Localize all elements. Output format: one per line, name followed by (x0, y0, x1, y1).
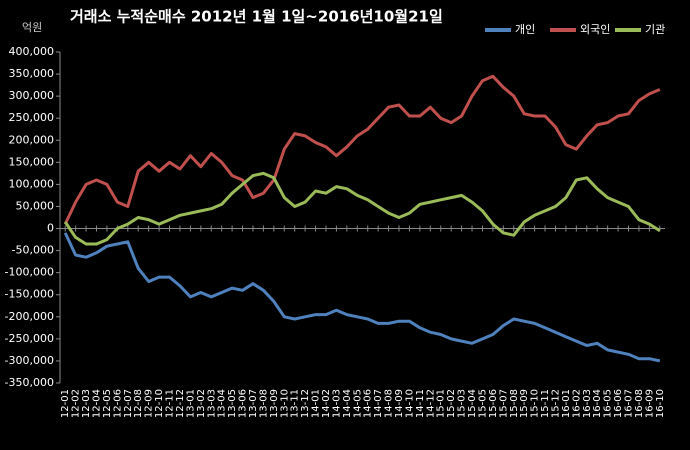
y-tick-label: 100,000 (9, 177, 55, 190)
y-tick-label: -150,000 (5, 288, 54, 301)
y-tick-label: 150,000 (9, 155, 55, 168)
y-tick-label: -250,000 (5, 332, 54, 345)
x-tick-label: 16-01 (561, 389, 572, 418)
x-tick-label: 14-05 (352, 389, 363, 418)
x-tick-label: 12-08 (133, 389, 144, 418)
x-tick-label: 12-06 (112, 389, 123, 418)
y-tick-label: 50,000 (16, 199, 55, 212)
series-line (63, 74, 661, 225)
x-tick-label: 13-10 (279, 389, 290, 418)
chart-title: 거래소 누적순매수 2012년 1월 1일~2016년10월21일 (70, 8, 443, 26)
x-tick-label: 16-09 (644, 389, 655, 418)
legend-label: 개인 (515, 23, 535, 36)
x-tick-label: 13-01 (185, 389, 196, 418)
x-tick-label: 16-07 (623, 389, 634, 418)
x-tick-label: 15-01 (436, 389, 447, 418)
x-tick-label: 16-10 (655, 389, 666, 418)
legend-label: 외국인 (580, 23, 610, 36)
x-tick-label: 15-10 (530, 389, 541, 418)
x-tick-label: 15-12 (550, 389, 561, 418)
x-tick-label: 13-12 (300, 389, 311, 418)
x-tick-label: 12-02 (71, 389, 82, 418)
x-tick-label: 16-08 (634, 389, 645, 418)
x-tick-label: 16-02 (571, 389, 582, 418)
x-tick-label: 12-11 (165, 389, 176, 418)
x-tick-label: 12-04 (92, 389, 103, 418)
x-tick-label: 13-07 (248, 389, 259, 418)
x-tick-label: 13-02 (196, 389, 207, 418)
x-tick-label: 12-07 (123, 389, 134, 418)
x-tick-label: 15-11 (540, 389, 551, 418)
y-tick-label: -200,000 (5, 310, 54, 323)
y-tick-label: -100,000 (5, 266, 54, 279)
x-tick-label: 14-02 (321, 389, 332, 418)
y-tick-label: 200,000 (9, 133, 55, 146)
x-tick-label: 15-03 (457, 389, 468, 418)
x-tick-label: 14-08 (384, 389, 395, 418)
x-tick-label: 12-10 (154, 389, 165, 418)
x-tick-label: 15-07 (498, 389, 509, 418)
x-tick-label: 16-06 (613, 389, 624, 418)
x-tick-label: 13-09 (269, 389, 280, 418)
x-tick-label: 14-10 (404, 389, 415, 418)
x-tick-label: 12-12 (175, 389, 186, 418)
x-tick-label: 15-08 (509, 389, 520, 418)
x-tick-label: 13-06 (238, 389, 249, 418)
x-tick-label: 12-01 (60, 389, 71, 418)
x-tick-label: 13-08 (258, 389, 269, 418)
x-tick-label: 15-05 (477, 389, 488, 418)
y-tick-label: -50,000 (12, 244, 54, 257)
x-tick-label: 14-09 (394, 389, 405, 418)
x-tick-label: 14-06 (363, 389, 374, 418)
x-tick-label: 14-07 (373, 389, 384, 418)
x-tick-label: 14-11 (415, 389, 426, 418)
legend-label: 기관 (645, 23, 665, 36)
y-axis-label: 억원 (22, 21, 42, 34)
x-tick-label: 16-03 (582, 389, 593, 418)
x-tick-label: 15-02 (446, 389, 457, 418)
series-line (63, 232, 661, 363)
x-tick-label: 14-12 (425, 389, 436, 418)
x-tick-label: 16-04 (592, 389, 603, 418)
y-tick-label: 350,000 (9, 67, 55, 80)
y-tick-label: -350,000 (5, 376, 54, 389)
y-tick-label: 300,000 (9, 89, 55, 102)
series-line (63, 171, 661, 246)
x-tick-label: 16-05 (603, 389, 614, 418)
x-tick-label: 15-09 (519, 389, 530, 418)
x-tick-label: 13-05 (227, 389, 238, 418)
x-tick-label: 13-03 (206, 389, 217, 418)
x-tick-label: 12-05 (102, 389, 113, 418)
y-tick-label: 0 (47, 222, 54, 235)
x-tick-label: 14-01 (311, 389, 322, 418)
x-tick-label: 13-11 (290, 389, 301, 418)
x-tick-label: 12-03 (81, 389, 92, 418)
y-tick-label: -300,000 (5, 354, 54, 367)
y-tick-label: 250,000 (9, 111, 55, 124)
x-tick-label: 14-03 (331, 389, 342, 418)
x-tick-label: 15-04 (467, 389, 478, 418)
y-tick-label: 400,000 (9, 45, 55, 58)
x-tick-label: 14-04 (342, 389, 353, 418)
x-tick-label: 15-06 (488, 389, 499, 418)
x-tick-label: 12-09 (144, 389, 155, 418)
x-tick-label: 13-04 (217, 389, 228, 418)
